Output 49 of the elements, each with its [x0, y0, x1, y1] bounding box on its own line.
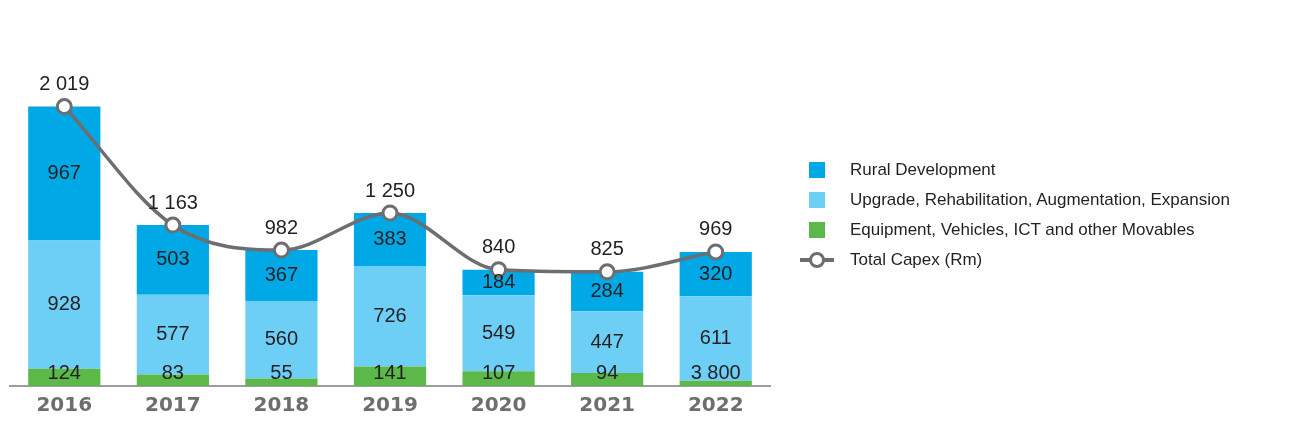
x-tick-label: 2018 — [253, 392, 310, 417]
data-label: 549 — [481, 320, 516, 343]
x-tick-label: 2021 — [579, 392, 635, 417]
data-label: 367 — [264, 263, 299, 285]
data-label: 928 — [47, 292, 81, 315]
data-label: 611 — [699, 325, 732, 348]
point — [598, 263, 616, 281]
bar — [679, 380, 752, 386]
legend-label: Upgrade, Rehabilitation, Augmentation, Expansion — [850, 190, 1230, 210]
data-label: 184 — [481, 269, 516, 292]
x-tick-label: 2019 — [362, 392, 418, 417]
data-label: 825 — [590, 237, 624, 260]
data-label: 447 — [590, 329, 624, 352]
x-tick-label: 2017 — [145, 392, 201, 417]
data-label: 982 — [264, 215, 299, 238]
legend-label: Equipment, Vehicles, ICT and other Movables — [850, 220, 1195, 240]
data-label: 840 — [481, 235, 516, 258]
data-label: 284 — [590, 278, 624, 301]
x-tick-label: 2020 — [470, 392, 527, 417]
bar — [245, 378, 318, 386]
data-label: 967 — [47, 161, 81, 183]
data-label: 383 — [373, 227, 407, 250]
legend-label: Total Capex (Rm) — [850, 250, 983, 270]
bar — [245, 250, 318, 301]
bar — [353, 266, 427, 367]
bar — [679, 296, 752, 381]
data-label: 577 — [156, 322, 190, 345]
data-label: 141 — [373, 360, 407, 383]
x-tick-label: 2022 — [687, 392, 744, 417]
bar — [245, 300, 318, 379]
data-label: 560 — [264, 327, 299, 350]
annotation: 3 800 — [690, 360, 741, 383]
data-label: 55 — [270, 360, 293, 383]
data-label: 1 250 — [364, 178, 416, 201]
data-label: 726 — [373, 303, 407, 326]
data-label: 969 — [699, 217, 733, 240]
legend-label: Rural Development — [850, 160, 996, 180]
point — [164, 216, 182, 234]
bar — [28, 106, 101, 241]
point — [707, 243, 725, 261]
point — [381, 204, 399, 222]
point — [55, 98, 73, 116]
data-label: 1 163 — [147, 190, 198, 213]
x-tick-label: 2016 — [36, 392, 93, 417]
data-label: 320 — [699, 261, 733, 284]
bar — [136, 225, 209, 295]
data-label: 503 — [156, 247, 190, 270]
point — [272, 241, 290, 259]
data-label: 2 019 — [39, 72, 90, 95]
